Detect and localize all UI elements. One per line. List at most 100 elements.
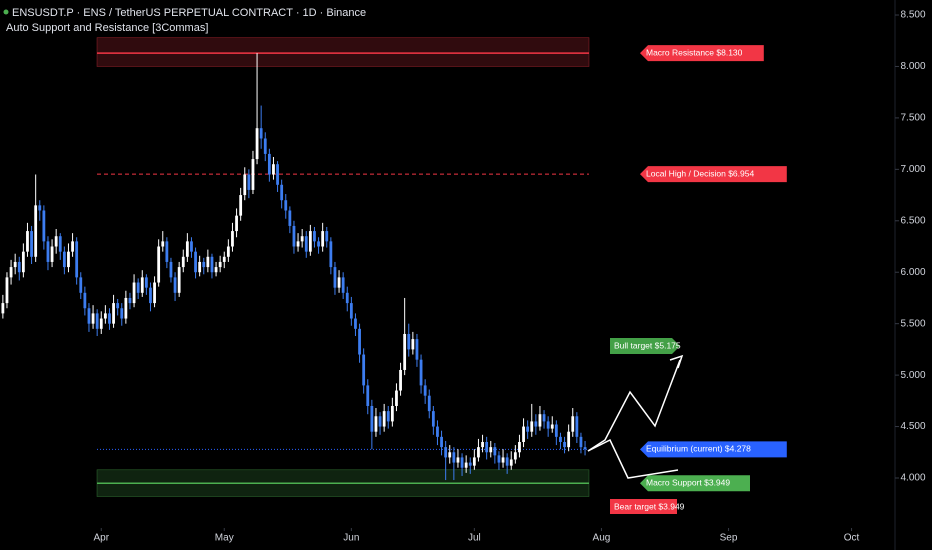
y-tick-label: 8.500	[900, 10, 925, 21]
candle-body	[124, 297, 128, 319]
candle-body	[546, 421, 550, 429]
candle-body	[538, 414, 542, 427]
bear-projection	[587, 438, 679, 479]
level-tag	[640, 441, 787, 458]
candle-body	[181, 256, 185, 268]
candle-body	[206, 256, 210, 268]
candle-body	[276, 164, 279, 185]
candle-body	[210, 256, 214, 273]
candle-body	[226, 246, 230, 257]
candle-body	[366, 385, 370, 406]
candle-body	[9, 267, 13, 278]
candle-body	[255, 128, 259, 160]
candle-body	[67, 251, 70, 268]
candle-body	[440, 436, 443, 448]
candle-body	[169, 261, 173, 278]
candle-body	[370, 405, 374, 432]
candle-body	[419, 359, 423, 386]
y-tick-label: 6.500	[900, 215, 925, 226]
candle-body	[222, 256, 226, 262]
candle-body	[341, 277, 345, 293]
candle-body	[313, 231, 316, 242]
candle-body	[140, 277, 144, 293]
candle-body	[75, 241, 79, 278]
candle-body	[177, 267, 181, 293]
candle-body	[259, 128, 263, 139]
candle-body	[464, 462, 468, 468]
plot-area: 4.000 4.500 5.000 5.500 6.000 6.500 7.000 7.500…	[1, 10, 926, 544]
candle-body	[13, 261, 17, 268]
candle-body	[214, 267, 218, 273]
candle-body	[501, 457, 505, 463]
candle-body	[304, 236, 308, 252]
candle-body	[345, 292, 349, 304]
y-tick-label: 5.000	[900, 370, 925, 381]
candle-body	[235, 215, 238, 232]
candle-body	[161, 241, 165, 247]
candle-body	[571, 416, 575, 432]
status-dot	[3, 9, 9, 15]
candle-body	[550, 424, 554, 429]
x-tick-label: Sep	[720, 533, 738, 544]
x-tick-label: Aug	[593, 533, 611, 544]
candle-body	[263, 138, 267, 154]
candle-body	[198, 261, 202, 273]
candle-body	[132, 282, 136, 304]
candle-body	[34, 205, 38, 257]
candle-body	[267, 153, 271, 175]
candle-body	[579, 436, 583, 448]
candle-body	[390, 405, 394, 422]
y-tick-label: 8.000	[900, 61, 925, 72]
candle-body	[112, 303, 115, 324]
level-tag	[640, 45, 764, 62]
candle-body	[382, 411, 386, 427]
candle-body	[1, 303, 5, 314]
candle-body	[157, 246, 161, 283]
y-tick-label: 7.500	[900, 113, 925, 124]
candle-body	[128, 297, 132, 304]
candle-body	[190, 241, 193, 252]
candle-body	[284, 200, 288, 211]
candle-body	[38, 205, 42, 211]
candle-body	[468, 462, 472, 466]
tag-shape	[610, 499, 677, 514]
candle-body	[317, 241, 320, 247]
candle-body	[493, 447, 497, 456]
tag-shape	[610, 338, 680, 354]
candle-body	[567, 431, 571, 448]
candle-body	[460, 457, 464, 468]
candle-body	[58, 236, 62, 252]
candle-body	[239, 195, 243, 216]
candle-body	[280, 184, 284, 201]
candle-body	[362, 354, 366, 386]
bear-target-tag: Bear target $3.949	[610, 499, 685, 514]
level-label: Macro Support $3.949	[646, 477, 730, 487]
candle-body	[42, 210, 46, 242]
candle-body	[144, 277, 148, 288]
candle-body	[559, 436, 562, 442]
candle-body	[522, 426, 525, 442]
candle-body	[542, 414, 546, 422]
candle-body	[46, 241, 50, 262]
bull-projection	[587, 359, 681, 452]
annotation: Bear target $3.949	[614, 501, 685, 511]
candle-body	[354, 318, 357, 329]
candle-body	[218, 261, 222, 268]
candle-body	[308, 231, 312, 252]
y-tick-label: 4.500	[900, 421, 925, 432]
indicator-name: Auto Support and Resistance [3Commas]	[6, 22, 208, 34]
candle-body	[120, 308, 124, 319]
x-tick-label: Apr	[93, 533, 109, 544]
x-tick-label: Oct	[844, 533, 860, 544]
candle-body	[575, 416, 579, 437]
level-label: Equilibrium (current) $4.278	[646, 444, 751, 454]
x-tick-label: May	[215, 533, 234, 544]
candle-body	[436, 426, 439, 437]
level-tag	[640, 166, 787, 183]
x-tick-label: Jul	[468, 533, 481, 544]
candle-body	[247, 174, 251, 190]
candle-body	[21, 251, 25, 273]
candle-body	[300, 236, 304, 242]
candle-body	[427, 395, 431, 412]
